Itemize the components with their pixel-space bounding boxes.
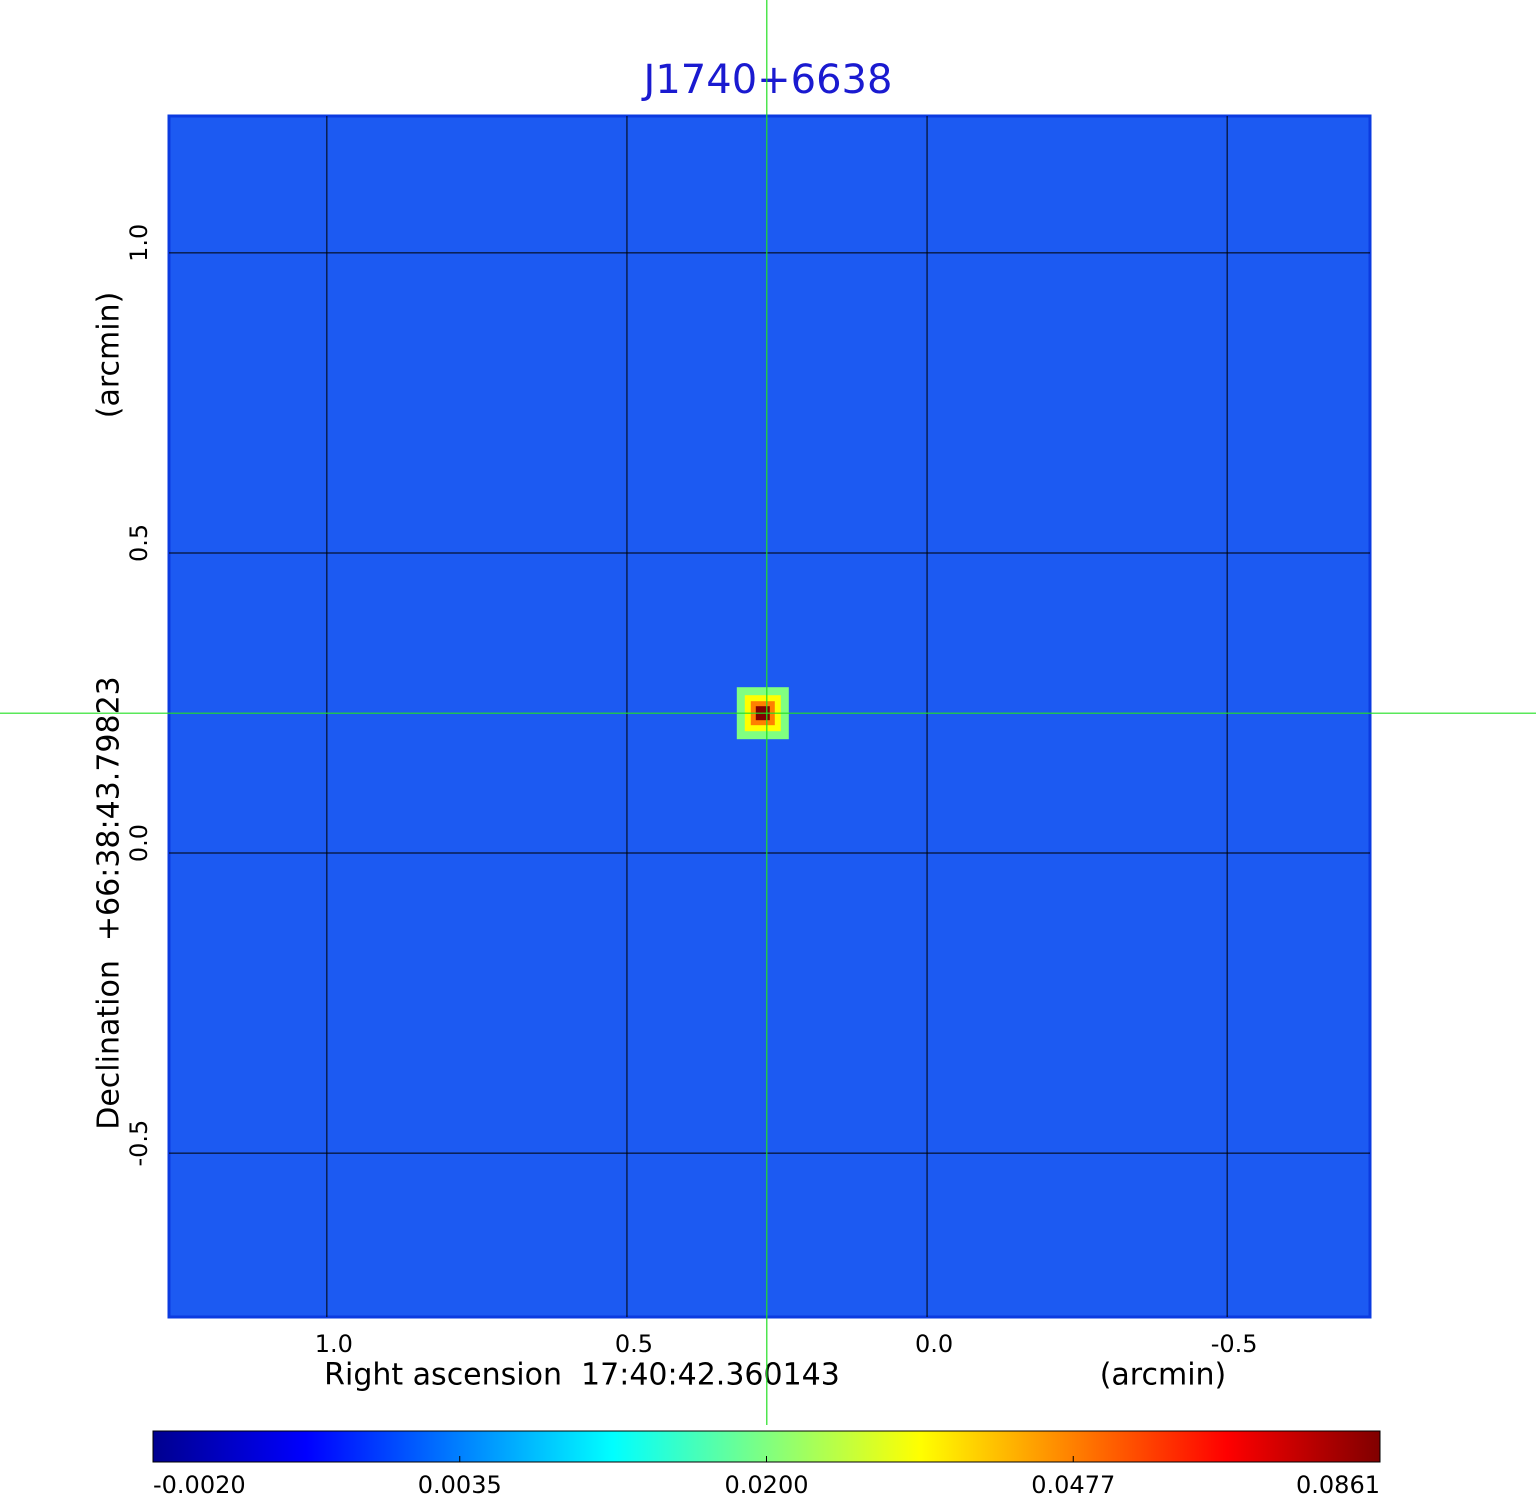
x-tick-label: 0.5 [615, 1330, 653, 1358]
x-axis-unit: (arcmin) [1100, 1358, 1227, 1393]
colorbar-tick-label: -0.0020 [153, 1471, 246, 1499]
colorbar-tick-label: 0.0200 [725, 1471, 809, 1499]
y-axis-unit: (arcmin) [92, 292, 127, 419]
y-tick-label: 0.0 [125, 824, 153, 862]
y-axis-label: Declination +66:38:43.79823 [92, 676, 127, 1130]
colorbar-tick-label: 0.0477 [1031, 1471, 1115, 1499]
image-frame [167, 114, 1372, 1319]
x-axis-label: Right ascension 17:40:42.360143 [324, 1358, 840, 1393]
colorbar-tick-label: 0.0035 [418, 1471, 502, 1499]
x-tick-label: -0.5 [1211, 1330, 1258, 1358]
colorbar-tick-label: 0.0861 [1296, 1471, 1380, 1499]
y-tick-label: -0.5 [125, 1120, 153, 1167]
x-tick-label: 0.0 [915, 1330, 953, 1358]
y-tick-label: 0.5 [125, 524, 153, 562]
x-tick-label: 1.0 [315, 1330, 353, 1358]
y-tick-label: 1.0 [125, 224, 153, 262]
